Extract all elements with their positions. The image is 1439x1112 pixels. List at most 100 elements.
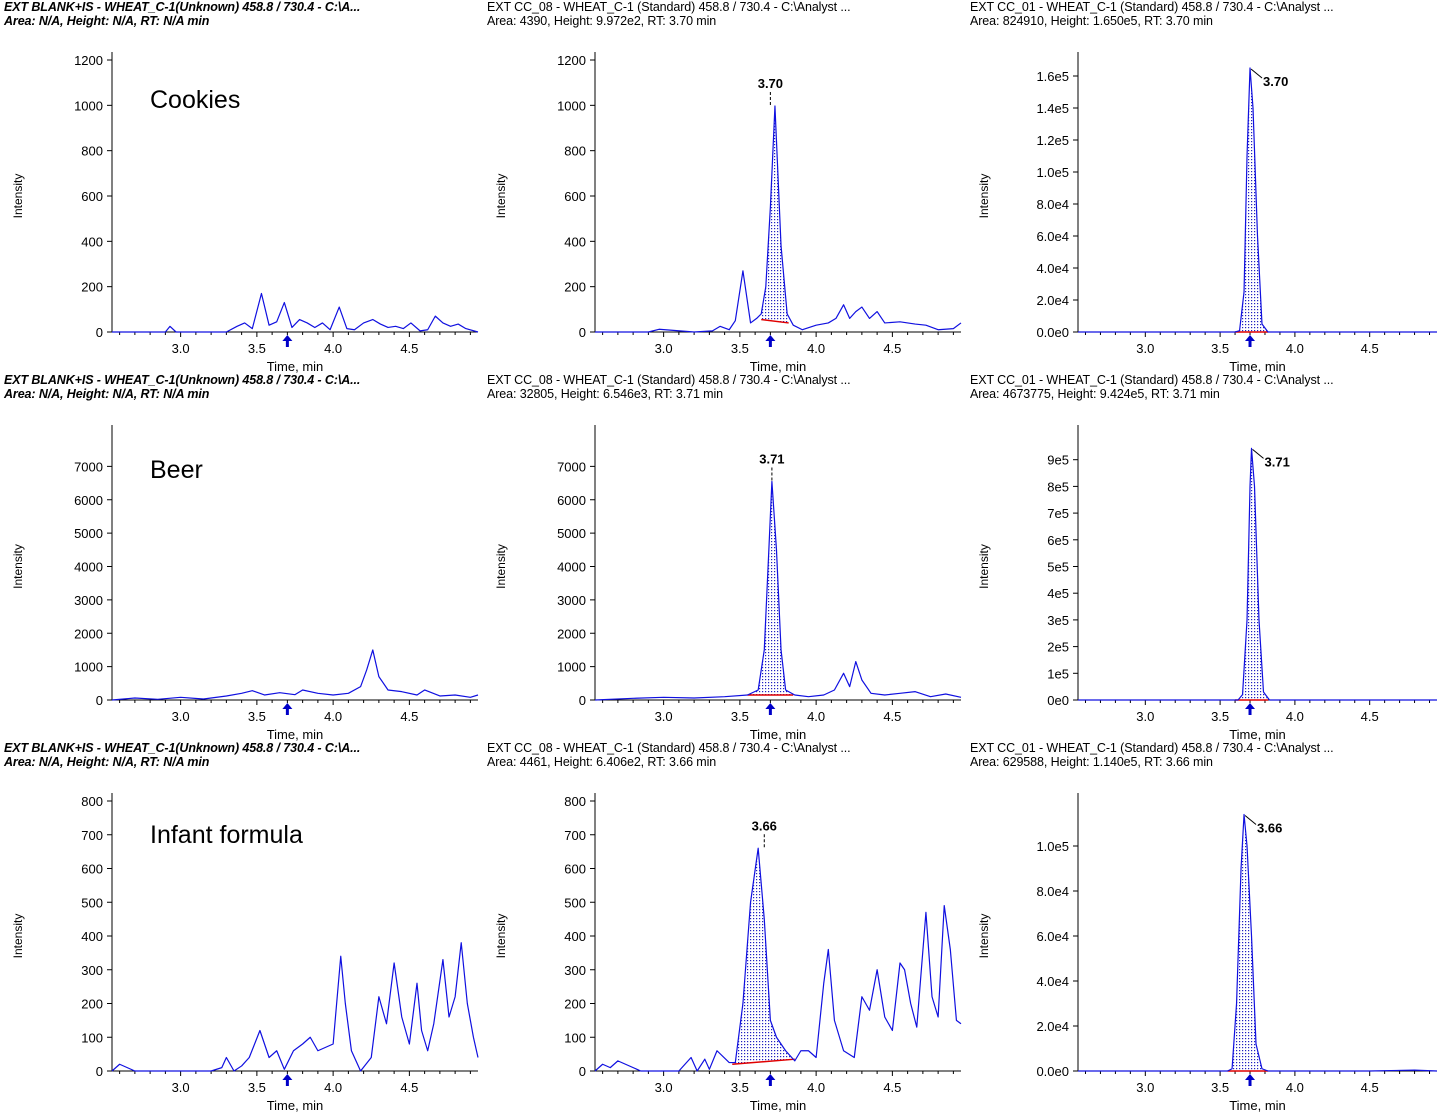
x-tick-label: 4.5 [400, 709, 418, 724]
expected-rt-arrow-icon [282, 1074, 293, 1086]
x-axis-label: Time, min [267, 727, 324, 741]
y-tick-label: 400 [564, 234, 586, 249]
panel-peak-info: Area: 4673775, Height: 9.424e5, RT: 3.71… [970, 387, 1220, 401]
x-tick-label: 3.5 [248, 341, 266, 356]
x-tick-label: 4.0 [1286, 341, 1304, 356]
expected-rt-arrow-icon [765, 1074, 776, 1086]
y-tick-label: 1000 [74, 98, 103, 113]
chromatogram-panel-r0-c1[interactable]: EXT CC_08 - WHEAT_C-1 (Standard) 458.8 /… [483, 0, 966, 373]
integrated-peak-area [1235, 68, 1268, 332]
expected-rt-arrow-icon [1245, 1074, 1256, 1086]
panel-peak-info: Area: 824910, Height: 1.650e5, RT: 3.70 … [970, 14, 1213, 28]
x-tick-label: 3.5 [731, 1080, 749, 1095]
y-axis-label: Intensity [977, 544, 991, 589]
chromatogram-panel-r0-c2[interactable]: EXT CC_01 - WHEAT_C-1 (Standard) 458.8 /… [966, 0, 1439, 373]
panel-peak-info: Area: 629588, Height: 1.140e5, RT: 3.66 … [970, 755, 1213, 769]
peak-rt-label: 3.71 [759, 452, 784, 467]
expected-rt-arrow-icon [765, 703, 776, 715]
chromatogram-panel-r2-c2[interactable]: EXT CC_01 - WHEAT_C-1 (Standard) 458.8 /… [966, 741, 1439, 1112]
peak-rt-label: 3.66 [1257, 821, 1282, 836]
y-tick-label: 5000 [557, 526, 586, 541]
integrated-peak-area [732, 848, 795, 1065]
peak-baseline [761, 318, 789, 324]
y-tick-label: 400 [81, 234, 103, 249]
integrated-peak-area [1235, 448, 1268, 700]
panel-peak-info: Area: N/A, Height: N/A, RT: N/A min [4, 387, 210, 401]
y-tick-label: 6000 [74, 493, 103, 508]
x-tick-label: 4.5 [1361, 709, 1379, 724]
peak-label-leader [1252, 448, 1264, 459]
y-tick-label: 4e5 [1047, 586, 1069, 601]
chromatogram-trace [112, 292, 479, 333]
chromatogram-panel-r0-c0[interactable]: EXT BLANK+IS - WHEAT_C-1(Unknown) 458.8 … [0, 0, 483, 373]
x-tick-label: 4.5 [883, 1080, 901, 1095]
chromatogram-trace [595, 105, 962, 333]
x-tick-label: 4.5 [883, 709, 901, 724]
y-tick-label: 6000 [557, 493, 586, 508]
x-axis-label: Time, min [1229, 359, 1286, 373]
x-tick-label: 3.0 [655, 709, 673, 724]
y-axis-label: Intensity [494, 174, 508, 219]
y-tick-label: 1e5 [1047, 666, 1069, 681]
panel-title: EXT CC_08 - WHEAT_C-1 (Standard) 458.8 /… [487, 0, 851, 14]
chromatogram-trace [1078, 67, 1437, 333]
y-tick-label: 800 [81, 144, 103, 159]
chromatogram-panel-r1-c1[interactable]: EXT CC_08 - WHEAT_C-1 (Standard) 458.8 /… [483, 373, 966, 741]
y-tick-label: 1.0e5 [1036, 165, 1069, 180]
y-tick-label: 8.0e4 [1036, 197, 1069, 212]
panel-title: EXT CC_01 - WHEAT_C-1 (Standard) 458.8 /… [970, 373, 1334, 387]
y-tick-label: 1200 [74, 53, 103, 68]
x-tick-label: 4.0 [324, 341, 342, 356]
x-tick-label: 4.0 [324, 709, 342, 724]
y-tick-label: 5e5 [1047, 560, 1069, 575]
x-axis-label: Time, min [750, 1098, 807, 1112]
integrated-peak-area [1227, 814, 1268, 1071]
chromatogram-panel-r1-c2[interactable]: EXT CC_01 - WHEAT_C-1 (Standard) 458.8 /… [966, 373, 1439, 741]
chromatogram-panel-r2-c0[interactable]: EXT BLANK+IS - WHEAT_C-1(Unknown) 458.8 … [0, 741, 483, 1112]
x-tick-label: 3.0 [172, 709, 190, 724]
peak-rt-label: 3.70 [1263, 74, 1288, 89]
chromatogram-plot: 0.0e0 2.0e4 4.0e4 6.0e4 8.0e4 1.0e5 1.2e5 1.4e5… [977, 52, 1437, 373]
x-tick-label: 3.5 [248, 1080, 266, 1095]
y-tick-label: 2.0e4 [1036, 293, 1069, 308]
y-tick-label: 700 [81, 828, 103, 843]
y-tick-label: 8.0e4 [1036, 884, 1069, 899]
y-tick-label: 600 [564, 862, 586, 877]
y-tick-label: 4.0e4 [1036, 974, 1069, 989]
x-tick-label: 4.0 [1286, 709, 1304, 724]
peak-baseline [732, 1058, 795, 1065]
x-tick-label: 3.5 [731, 341, 749, 356]
y-tick-label: 300 [564, 963, 586, 978]
y-tick-label: 1.2e5 [1036, 133, 1069, 148]
y-tick-label: 1000 [557, 98, 586, 113]
peak-rt-label: 3.70 [758, 76, 783, 91]
chromatogram-plot: 0 100 200 300 400 500 600 700 800 3.0 3.5 4.0 4.5 Tim… [494, 793, 962, 1112]
chromatogram-plot: 0.0e0 2.0e4 4.0e4 6.0e4 8.0e4 1.0e5 3.0 3.5 4.0 4… [977, 793, 1438, 1112]
expected-rt-arrow-icon [1245, 335, 1256, 347]
chromatogram-panel-r2-c1[interactable]: EXT CC_08 - WHEAT_C-1 (Standard) 458.8 /… [483, 741, 966, 1112]
panel-peak-info: Area: 32805, Height: 6.546e3, RT: 3.71 m… [487, 387, 724, 401]
panel-peak-info: Area: N/A, Height: N/A, RT: N/A min [4, 755, 210, 769]
x-tick-label: 4.0 [807, 341, 825, 356]
y-tick-label: 800 [564, 794, 586, 809]
y-axis-label: Intensity [977, 914, 991, 959]
y-axis-label: Intensity [11, 174, 25, 219]
y-tick-label: 200 [564, 997, 586, 1012]
y-tick-label: 100 [81, 1030, 103, 1045]
y-tick-label: 0 [96, 693, 103, 708]
y-axis-label: Intensity [494, 544, 508, 589]
x-tick-label: 3.0 [172, 1080, 190, 1095]
chromatogram-panel-r1-c0[interactable]: EXT BLANK+IS - WHEAT_C-1(Unknown) 458.8 … [0, 373, 483, 741]
chromatogram-plot: 0 1000 2000 3000 4000 5000 6000 7000 3.0 3.5 4.0 4.… [494, 425, 962, 741]
chromatogram-trace [1078, 447, 1437, 701]
y-tick-label: 0 [96, 1064, 103, 1079]
x-tick-label: 3.5 [248, 709, 266, 724]
y-tick-label: 200 [564, 280, 586, 295]
y-tick-label: 0 [579, 325, 586, 340]
y-tick-label: 7e5 [1047, 506, 1069, 521]
x-tick-label: 3.0 [655, 1080, 673, 1095]
x-axis-label: Time, min [267, 1098, 324, 1112]
y-tick-label: 6.0e4 [1036, 929, 1069, 944]
y-tick-label: 2000 [557, 626, 586, 641]
